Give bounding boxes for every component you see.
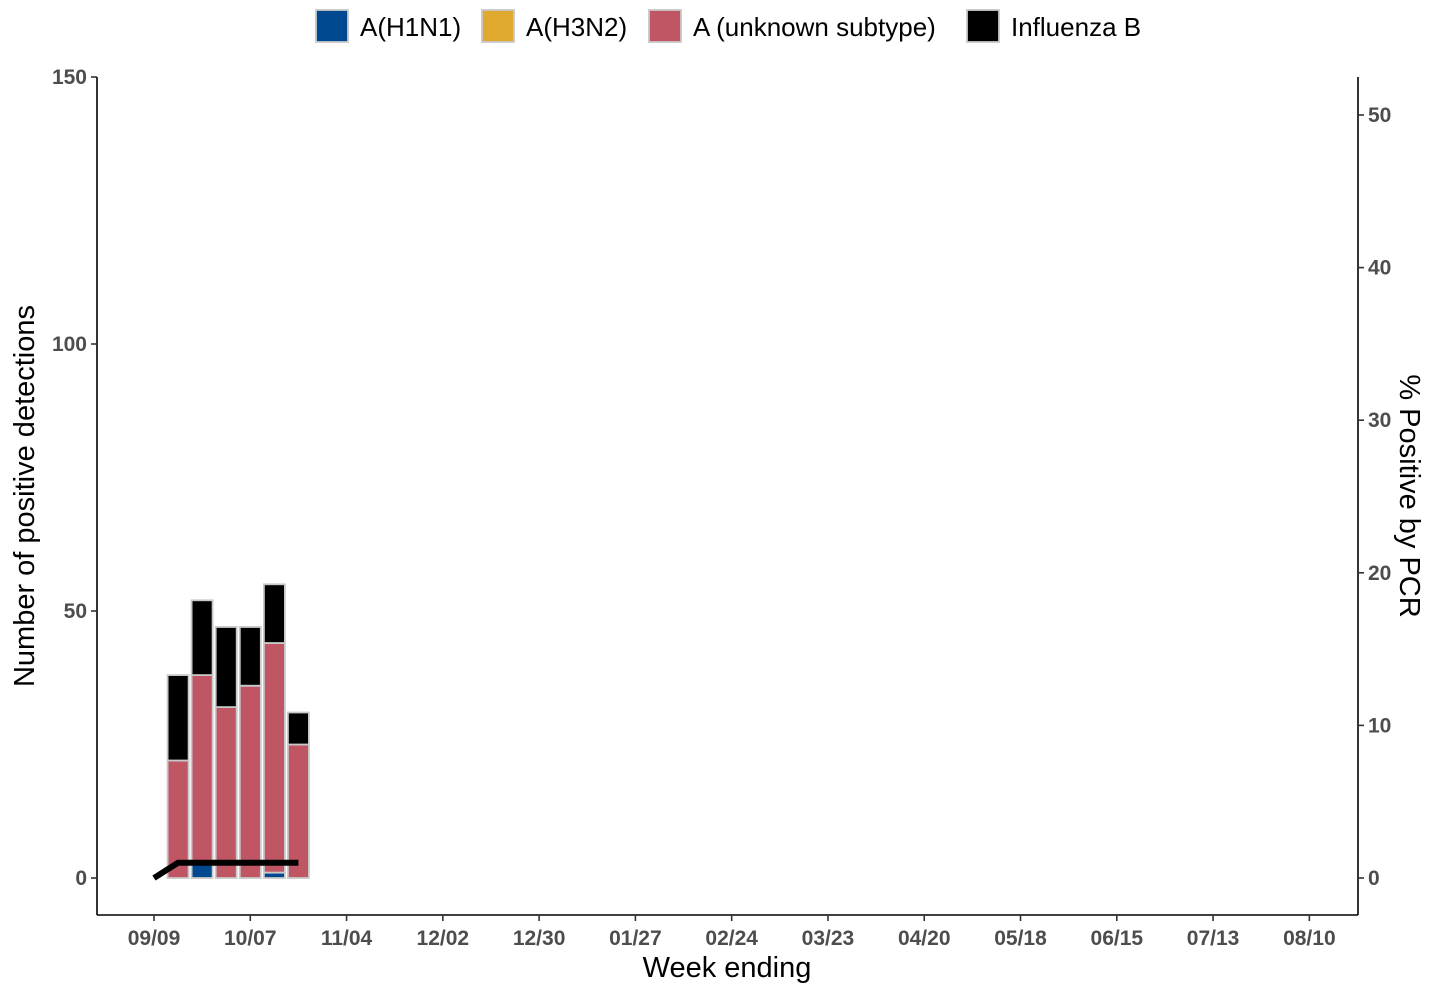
- legend-swatch: [315, 9, 349, 43]
- left-tick-label: 150: [52, 66, 87, 89]
- x-tick-label: 10/07: [224, 927, 277, 950]
- axes: [96, 77, 1359, 916]
- x-tick-label: 07/13: [1187, 927, 1240, 950]
- x-tick-label: 06/15: [1091, 927, 1144, 950]
- bar-segment: [286, 743, 310, 879]
- right-tick-label: 40: [1368, 257, 1391, 280]
- x-axis-title: Week ending: [643, 952, 812, 984]
- bar-segment: [214, 626, 238, 708]
- x-tick-label: 01/27: [609, 927, 662, 950]
- bar-segment: [238, 626, 262, 687]
- x-tick-label: 04/20: [898, 927, 951, 950]
- right-tick-label: 50: [1368, 104, 1391, 127]
- legend-swatch: [966, 9, 1000, 43]
- x-axis-ticks: 09/09 10/07 11/04 12/02 12/30 01/27 02/24 03/23…: [128, 915, 1336, 950]
- right-tick-label: 30: [1368, 409, 1391, 432]
- bar-segment: [214, 706, 238, 879]
- x-tick-label: 02/24: [705, 927, 758, 950]
- right-axis-ticks: 0 10 20 30 40 50: [1358, 104, 1391, 890]
- legend-label: A(H3N2): [526, 12, 627, 42]
- x-tick-label: 05/18: [994, 927, 1047, 950]
- legend-label: A(H1N1): [360, 12, 461, 42]
- left-axis-ticks: 0 50 100 150: [52, 66, 97, 890]
- right-tick-label: 0: [1368, 867, 1380, 890]
- left-tick-label: 0: [75, 867, 87, 890]
- x-tick-label: 09/09: [128, 927, 181, 950]
- legend-label: A (unknown subtype): [693, 12, 936, 42]
- right-tick-label: 20: [1368, 562, 1391, 585]
- bar-segment: [166, 674, 190, 762]
- bar-segment: [286, 711, 310, 746]
- legend: A(H1N1) A(H3N2) A (unknown subtype) Influen…: [315, 9, 1141, 43]
- bar-segment: [238, 684, 262, 879]
- right-tick-label: 10: [1368, 714, 1391, 737]
- percent-positive-line: [152, 859, 299, 881]
- legend-swatch: [648, 9, 682, 43]
- x-tick-label: 08/10: [1283, 927, 1336, 950]
- bars: [166, 583, 310, 879]
- x-tick-label: 03/23: [802, 927, 855, 950]
- x-tick-label: 11/04: [321, 927, 373, 950]
- bar-segment: [190, 674, 214, 863]
- left-axis-title: Number of positive detections: [9, 305, 41, 687]
- x-tick-label: 12/02: [417, 927, 470, 950]
- legend-swatch: [481, 9, 515, 43]
- left-tick-label: 50: [64, 600, 87, 623]
- bar-segment: [262, 583, 286, 644]
- bar-segment: [262, 642, 286, 874]
- left-tick-label: 100: [52, 333, 87, 356]
- bar-segment: [190, 599, 214, 676]
- x-tick-label: 12/30: [513, 927, 566, 950]
- percent-positive-line-path: [152, 859, 299, 881]
- right-axis-title: % Positive by PCR: [1393, 374, 1425, 617]
- legend-label: Influenza B: [1011, 12, 1141, 42]
